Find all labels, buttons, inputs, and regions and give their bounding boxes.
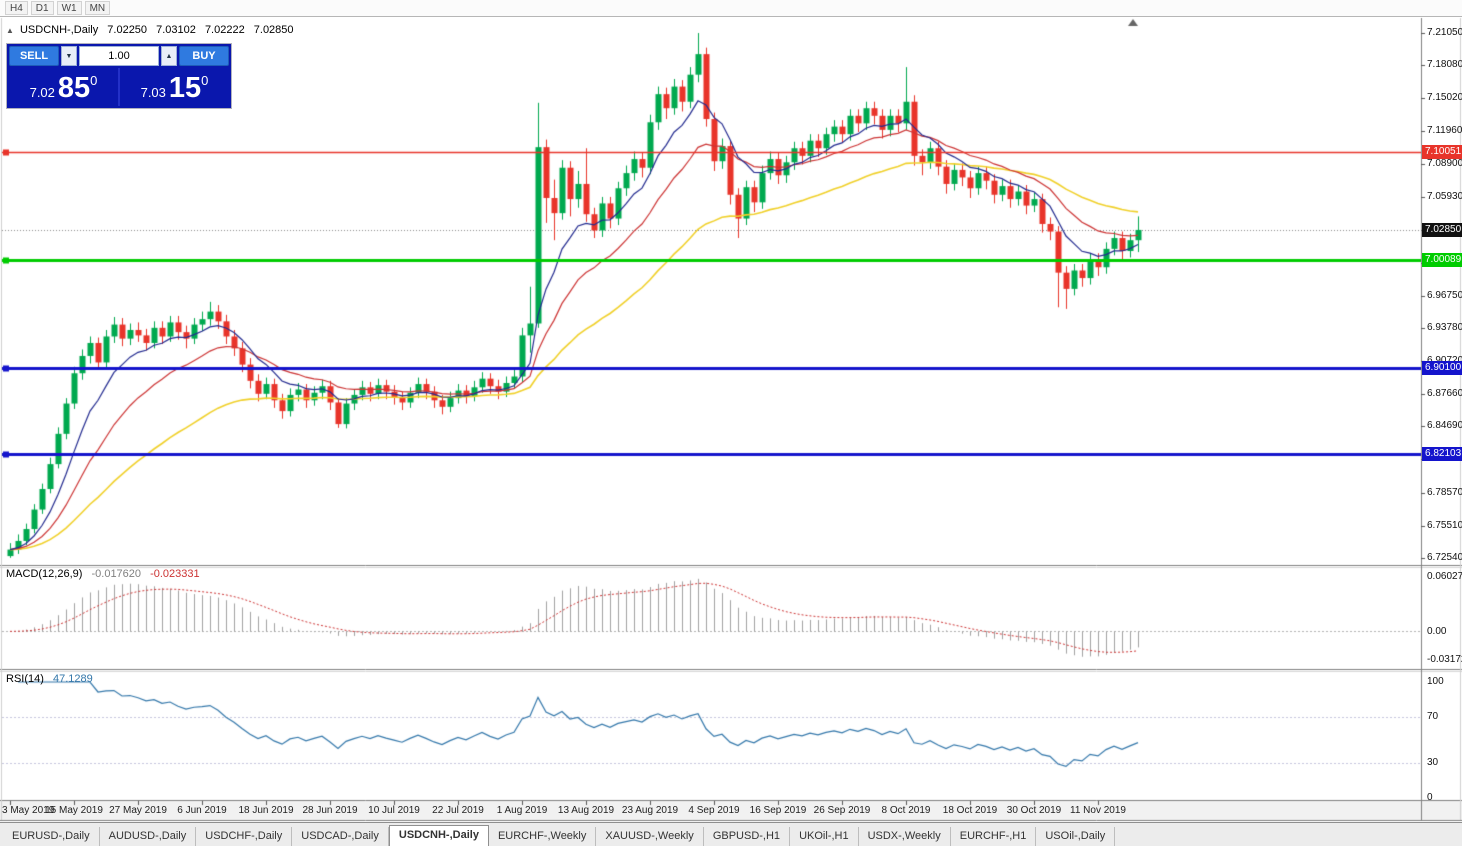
price-axis-label: 6.90720 xyxy=(1427,354,1462,368)
date-axis-label: 30 Oct 2019 xyxy=(1006,805,1062,816)
hline-price-badge: 7.00089 xyxy=(1422,252,1462,267)
chart-tab-audusd-daily[interactable]: AUDUSD-,Daily xyxy=(100,827,197,846)
macd-indicator-label: MACD(12,26,9) -0.017620 -0.023331 xyxy=(6,568,200,580)
timeframe-toolbar: H4 D1 W1 MN xyxy=(0,0,1462,17)
rsi-value: 47.1289 xyxy=(52,673,93,685)
date-axis-label: 28 Jun 2019 xyxy=(302,805,358,816)
bar-open-value: 7.02250 xyxy=(107,24,148,36)
date-axis-label: 15 May 2019 xyxy=(45,805,103,816)
macd-axis-label: -0.031725 xyxy=(1427,654,1462,665)
date-axis-label: 11 Nov 2019 xyxy=(1070,805,1126,816)
chart-tab-eurchf-weekly[interactable]: EURCHF-,Weekly xyxy=(489,827,597,846)
sell-price-display[interactable]: 7.02 85 0 xyxy=(9,68,118,106)
chart-tab-eurusd-daily[interactable]: EURUSD-,Daily xyxy=(3,827,100,846)
timeframe-button-h4[interactable]: H4 xyxy=(5,1,28,15)
price-axis-label: 7.08900 xyxy=(1427,158,1462,170)
date-axis-label: 23 Aug 2019 xyxy=(621,805,679,816)
chevron-up-icon: ▲ xyxy=(165,52,173,60)
date-axis-label: 13 Aug 2019 xyxy=(557,805,615,816)
date-axis-label: 6 Jun 2019 xyxy=(177,805,227,816)
chart-tab-usdcnh-daily[interactable]: USDCNH-,Daily xyxy=(388,825,489,846)
hline-price-badge: 6.90100 xyxy=(1422,360,1462,375)
price-axis-label: 6.87660 xyxy=(1427,388,1462,400)
chart-ohlc-title: ▲ USDCNH-,Daily 7.02250 7.03102 7.02222 … xyxy=(6,24,294,36)
rsi-axis-label: 70 xyxy=(1427,710,1439,722)
rsi-axis-label: 100 xyxy=(1427,676,1444,687)
macd-main-value: -0.017620 xyxy=(91,568,142,580)
sell-price-prefix: 7.02 xyxy=(29,85,55,100)
chart-tab-usdx-weekly[interactable]: USDX-,Weekly xyxy=(859,827,951,846)
timeframe-button-d1[interactable]: D1 xyxy=(30,1,54,15)
date-axis-label: 1 Aug 2019 xyxy=(496,805,548,816)
chart-tab-ukoil-h1[interactable]: UKOil-,H1 xyxy=(790,827,859,846)
price-axis-label: 6.78570 xyxy=(1427,486,1462,498)
timeframe-button-mn[interactable]: MN xyxy=(84,1,111,15)
date-axis-label: 22 Jul 2019 xyxy=(432,805,484,816)
date-axis-label: 27 May 2019 xyxy=(109,805,167,816)
price-axis-label: 7.05930 xyxy=(1427,190,1462,202)
volume-input[interactable] xyxy=(79,46,159,66)
one-click-trading-panel: SELL ▼ ▲ BUY 7.02 85 0 7.03 15 0 xyxy=(7,44,231,108)
chevron-down-icon: ▼ xyxy=(65,52,73,60)
price-axis-label: 7.11960 xyxy=(1427,125,1462,137)
chart-tab-eurchf-h1[interactable]: EURCHF-,H1 xyxy=(951,827,1037,846)
sell-price-pipette: 0 xyxy=(90,73,98,88)
price-axis-label: 6.93780 xyxy=(1427,322,1462,334)
buy-price-pipette: 0 xyxy=(201,73,209,88)
chart-tab-usoil-daily[interactable]: USOil-,Daily xyxy=(1036,827,1116,846)
symbol-period-label: USDCNH-,Daily xyxy=(19,24,99,36)
rsi-axis-label: 0 xyxy=(1427,792,1433,803)
price-divider xyxy=(118,68,120,106)
date-axis-label: 18 Oct 2019 xyxy=(942,805,998,816)
price-axis-label: 7.18080 xyxy=(1427,59,1462,71)
trade-controls-row: SELL ▼ ▲ BUY xyxy=(9,46,229,66)
price-axis-label: 7.21050 xyxy=(1427,27,1462,39)
chart-tab-bar: EURUSD-,Daily AUDUSD-,Daily USDCHF-,Daily U… xyxy=(0,822,1462,846)
price-axis-label: 6.84690 xyxy=(1427,420,1462,432)
current-price-badge: 7.02850 xyxy=(1422,222,1462,237)
macd-name: MACD(12,26,9) xyxy=(6,568,83,580)
date-axis-label: 4 Sep 2019 xyxy=(688,805,740,816)
chart-tab-gbpusd-h1[interactable]: GBPUSD-,H1 xyxy=(704,827,791,846)
bar-low-value: 7.02222 xyxy=(204,24,245,36)
bar-high-value: 7.03102 xyxy=(156,24,196,36)
volume-decrease-button[interactable]: ▼ xyxy=(61,46,77,66)
buy-price-display[interactable]: 7.03 15 0 xyxy=(120,68,229,106)
rsi-indicator-label: RSI(14) 47.1289 xyxy=(6,673,93,685)
date-axis-label: 16 Sep 2019 xyxy=(749,805,807,816)
macd-axis-label: 0.060273 xyxy=(1427,571,1462,582)
rsi-name: RSI(14) xyxy=(6,673,44,685)
macd-axis-label: 0.00 xyxy=(1427,625,1447,637)
rsi-axis-label: 30 xyxy=(1427,757,1439,769)
chart-tab-xauusd-weekly[interactable]: XAUUSD-,Weekly xyxy=(596,827,704,846)
sell-button[interactable]: SELL xyxy=(9,46,59,66)
hline-price-badge: 7.10051 xyxy=(1422,145,1462,160)
date-axis-label: 18 Jun 2019 xyxy=(238,805,294,816)
price-axis-label: 7.15020 xyxy=(1427,92,1462,104)
hline-price-badge: 6.82103 xyxy=(1422,447,1462,462)
bar-close-value: 7.02850 xyxy=(253,24,294,36)
bid-ask-display: 7.02 85 0 7.03 15 0 xyxy=(9,68,229,106)
buy-button[interactable]: BUY xyxy=(179,46,229,66)
date-axis-label: 8 Oct 2019 xyxy=(881,805,931,816)
timeframe-button-w1[interactable]: W1 xyxy=(56,1,82,15)
date-axis-label: 3 May 2019 xyxy=(2,805,55,816)
date-axis-label: 26 Sep 2019 xyxy=(813,805,871,816)
chart-window-icon: ▲ xyxy=(6,26,14,35)
chart-tab-usdcad-daily[interactable]: USDCAD-,Daily xyxy=(292,827,389,846)
volume-increase-button[interactable]: ▲ xyxy=(161,46,177,66)
buy-price-prefix: 7.03 xyxy=(140,85,166,100)
price-axis-label: 6.75510 xyxy=(1427,519,1462,531)
price-axis-label: 6.96750 xyxy=(1427,289,1462,301)
macd-signal-value: -0.023331 xyxy=(150,568,200,580)
sell-price-big-digits: 85 xyxy=(57,72,91,104)
price-axis-label: 6.72540 xyxy=(1427,551,1462,563)
chart-tab-usdchf-daily[interactable]: USDCHF-,Daily xyxy=(196,827,293,846)
buy-price-big-digits: 15 xyxy=(168,72,202,104)
date-axis-label: 10 Jul 2019 xyxy=(368,805,420,816)
